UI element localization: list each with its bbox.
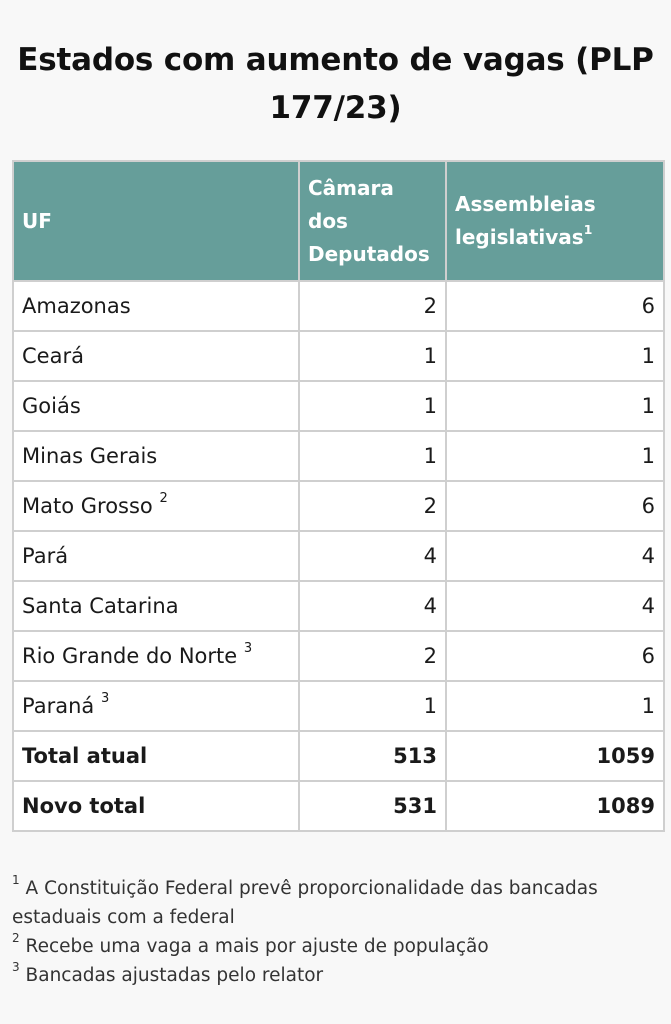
total-assembleias: 1089 [445, 780, 665, 832]
table-row: Mato Grosso 2 2 6 [12, 480, 665, 532]
cell-uf: Minas Gerais [12, 430, 300, 482]
cell-uf: Santa Catarina [12, 580, 300, 632]
header-camara: Câmara dos Deputados [298, 160, 447, 282]
table-row: Rio Grande do Norte 3 2 6 [12, 630, 665, 682]
footnote-ref: 3 [100, 691, 110, 707]
cell-uf: Mato Grosso 2 [12, 480, 300, 532]
total-assembleias: 1059 [445, 730, 665, 782]
state-name: Mato Grosso [22, 494, 153, 518]
total-camara: 531 [298, 780, 447, 832]
state-name: Minas Gerais [22, 444, 158, 468]
state-name: Rio Grande do Norte [22, 644, 238, 668]
state-name: Paraná [22, 694, 95, 718]
footnote-mark: 1 [12, 873, 20, 888]
footnote-mark: 2 [12, 931, 20, 946]
header-assembleias-label: Assembleias legislativas [455, 192, 596, 249]
state-name: Santa Catarina [22, 594, 179, 618]
cell-camara: 4 [298, 530, 447, 582]
footnote-text: Bancadas ajustadas pelo relator [25, 965, 324, 986]
table-row: Pará 4 4 [12, 530, 665, 582]
total-row: Novo total 531 1089 [12, 780, 665, 832]
state-name: Goiás [22, 394, 81, 418]
cell-camara: 1 [298, 380, 447, 432]
cell-assembleias: 4 [445, 530, 665, 582]
footnote: 1 A Constituição Federal prevê proporcio… [12, 874, 652, 932]
cell-uf: Ceará [12, 330, 300, 382]
total-camara: 513 [298, 730, 447, 782]
table-row: Paraná 3 1 1 [12, 680, 665, 732]
table-row: Amazonas 2 6 [12, 280, 665, 332]
cell-camara: 2 [298, 630, 447, 682]
footnote-ref: 3 [243, 641, 253, 657]
cell-assembleias: 1 [445, 330, 665, 382]
cell-camara: 1 [298, 330, 447, 382]
cell-camara: 4 [298, 580, 447, 632]
cell-uf: Rio Grande do Norte 3 [12, 630, 300, 682]
cell-assembleias: 1 [445, 380, 665, 432]
cell-uf: Paraná 3 [12, 680, 300, 732]
table-header-row: UF Câmara dos Deputados Assembleias legi… [12, 160, 665, 282]
total-row: Total atual 513 1059 [12, 730, 665, 782]
cell-uf: Pará [12, 530, 300, 582]
footnote-text: A Constituição Federal prevê proporciona… [12, 878, 598, 928]
cell-camara: 2 [298, 280, 447, 332]
table-row: Goiás 1 1 [12, 380, 665, 432]
footnote-text: Recebe uma vaga a mais por ajuste de pop… [25, 936, 489, 957]
state-name: Amazonas [22, 294, 131, 318]
table-row: Santa Catarina 4 4 [12, 580, 665, 632]
cell-uf: Goiás [12, 380, 300, 432]
cell-camara: 1 [298, 680, 447, 732]
footnote-ref: 2 [159, 491, 168, 507]
cell-assembleias: 4 [445, 580, 665, 632]
cell-uf: Amazonas [12, 280, 300, 332]
total-label: Novo total [12, 780, 300, 832]
table-row: Minas Gerais 1 1 [12, 430, 665, 482]
footnote-mark: 3 [12, 960, 20, 975]
header-uf: UF [12, 160, 300, 282]
total-label: Total atual [12, 730, 300, 782]
footnote-ref: 1 [583, 221, 593, 237]
state-name: Pará [22, 544, 69, 568]
cell-assembleias: 6 [445, 280, 665, 332]
vacancies-table: UF Câmara dos Deputados Assembleias legi… [12, 160, 665, 832]
cell-assembleias: 1 [445, 430, 665, 482]
cell-assembleias: 6 [445, 480, 665, 532]
cell-camara: 1 [298, 430, 447, 482]
table-row: Ceará 1 1 [12, 330, 665, 382]
cell-camara: 2 [298, 480, 447, 532]
state-name: Ceará [22, 344, 84, 368]
cell-assembleias: 6 [445, 630, 665, 682]
footnote: 2 Recebe uma vaga a mais por ajuste de p… [12, 932, 652, 961]
footnote: 3 Bancadas ajustadas pelo relator [12, 961, 652, 990]
page-title: Estados com aumento de vagas (PLP 177/23… [17, 42, 654, 126]
cell-assembleias: 1 [445, 680, 665, 732]
footnotes: 1 A Constituição Federal prevê proporcio… [12, 874, 652, 990]
header-assembleias: Assembleias legislativas1 [445, 160, 665, 282]
